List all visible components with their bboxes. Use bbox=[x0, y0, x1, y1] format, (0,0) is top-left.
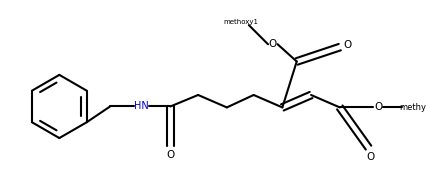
Text: O: O bbox=[366, 152, 374, 162]
Text: O: O bbox=[166, 150, 175, 160]
Text: methoxy1: methoxy1 bbox=[224, 19, 259, 25]
Text: O: O bbox=[343, 40, 351, 50]
Text: HN: HN bbox=[134, 101, 149, 112]
Text: methyl: methyl bbox=[399, 103, 426, 112]
Text: O: O bbox=[374, 102, 382, 112]
Text: O: O bbox=[269, 39, 277, 49]
